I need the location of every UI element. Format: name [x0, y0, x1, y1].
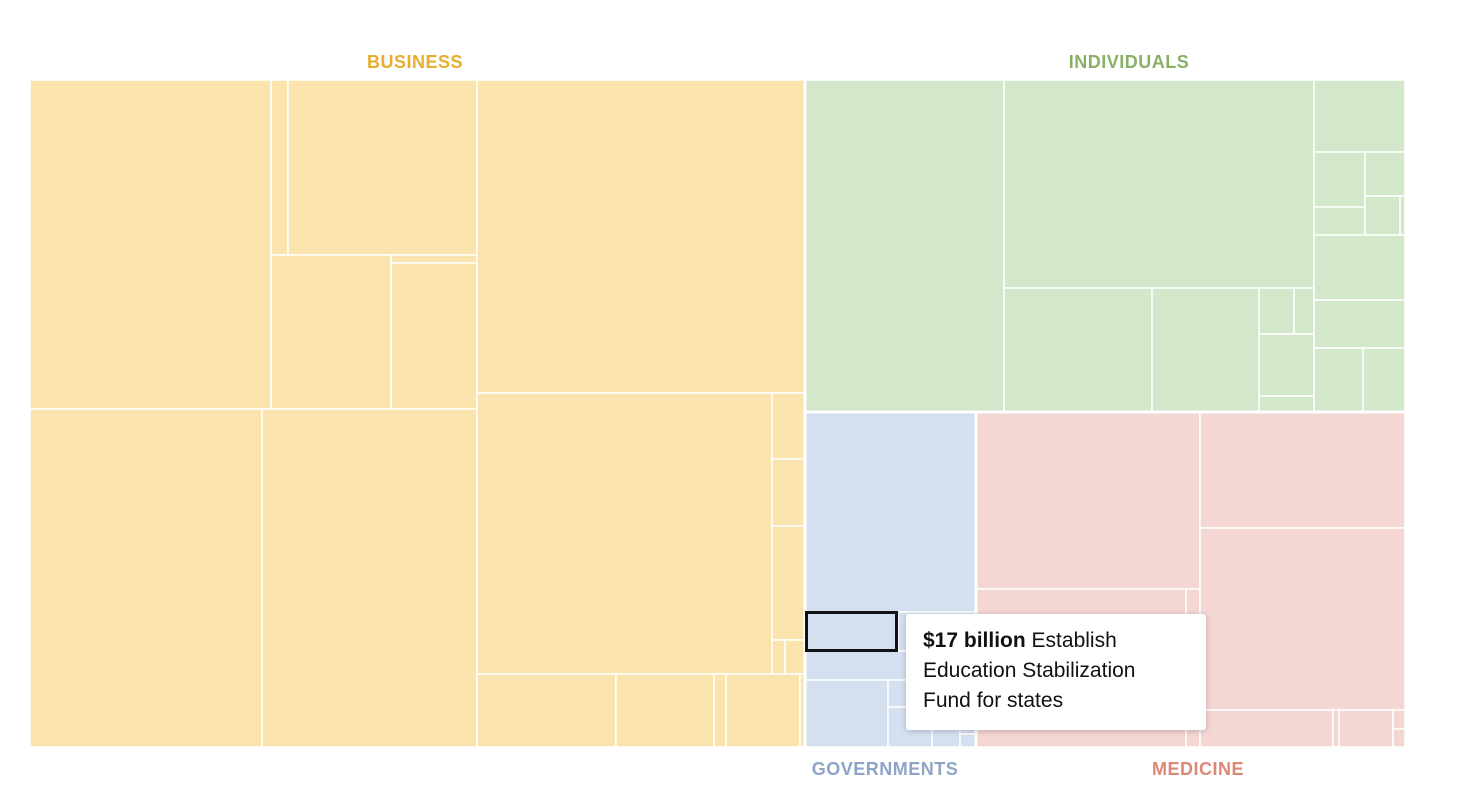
individuals-cell-6[interactable] [1313, 206, 1366, 236]
business-cell-10[interactable] [476, 392, 773, 675]
business-cell-11[interactable] [771, 392, 806, 460]
business-category-label: BUSINESS [367, 52, 463, 72]
individuals-cell-3[interactable] [1313, 79, 1406, 153]
individuals-cell-1[interactable] [804, 79, 1005, 413]
governments-cell-10[interactable] [959, 733, 977, 748]
medicine-cell-1[interactable] [975, 411, 1201, 590]
individuals-cell-17[interactable] [1258, 333, 1315, 397]
business-cell-12[interactable] [771, 458, 806, 527]
business-cell-9[interactable] [476, 79, 806, 394]
individuals-cell-16[interactable] [1293, 287, 1315, 335]
business-cell-3[interactable] [287, 79, 478, 256]
governments-category-label: GOVERNMENTS [812, 759, 959, 779]
individuals-cell-13[interactable] [1003, 287, 1153, 413]
business-cell-8[interactable] [261, 408, 478, 748]
individuals-cell-11[interactable] [1313, 347, 1364, 413]
business-cell-4[interactable] [270, 254, 392, 410]
business-cell-1[interactable] [29, 79, 272, 410]
business-cell-16[interactable] [476, 673, 617, 748]
medicine-cell-9[interactable] [1392, 709, 1406, 730]
tooltip-amount: $17 billion [923, 629, 1026, 652]
individuals-cell-12[interactable] [1362, 347, 1406, 413]
medicine-cell-8[interactable] [1338, 709, 1394, 748]
business-cell-15[interactable] [784, 639, 806, 675]
business-cell-14[interactable] [771, 639, 786, 675]
individuals-cell-14[interactable] [1151, 287, 1260, 413]
individuals-cell-2[interactable] [1003, 79, 1315, 289]
governments-cell-1[interactable] [804, 411, 977, 613]
governments-cell-2[interactable] [804, 611, 899, 652]
tooltip: $17 billion Establish Education Stabiliz… [906, 614, 1206, 730]
medicine-cell-6[interactable] [1199, 709, 1334, 748]
business-cell-17[interactable] [615, 673, 715, 748]
medicine-cell-2[interactable] [1199, 411, 1406, 529]
individuals-cell-4[interactable] [1313, 151, 1366, 208]
business-cell-7[interactable] [29, 408, 263, 748]
business-cell-13[interactable] [771, 525, 806, 641]
individuals-cell-15[interactable] [1258, 287, 1295, 335]
individuals-cell-18[interactable] [1258, 395, 1315, 413]
governments-cell-5[interactable] [804, 679, 889, 748]
highlighted-cell[interactable] [805, 611, 898, 652]
individuals-category-label: INDIVIDUALS [1069, 52, 1190, 72]
business-cell-5[interactable] [390, 254, 478, 264]
individuals-cell-7[interactable] [1364, 195, 1401, 236]
business-cell-19[interactable] [725, 673, 801, 748]
medicine-category-label: MEDICINE [1152, 759, 1244, 779]
medicine-cell-5[interactable] [1199, 527, 1406, 711]
individuals-cell-8[interactable] [1399, 195, 1406, 236]
business-cell-18[interactable] [713, 673, 727, 748]
medicine-cell-10[interactable] [1392, 728, 1406, 748]
medicine-cell-7[interactable] [1332, 709, 1340, 748]
individuals-cell-9[interactable] [1313, 234, 1406, 301]
tooltip-description: Establish Education Stabilization Fund f… [923, 629, 1136, 712]
business-cell-2[interactable] [270, 79, 289, 256]
individuals-cell-5[interactable] [1364, 151, 1406, 197]
individuals-cell-10[interactable] [1313, 299, 1406, 349]
business-cell-6[interactable] [390, 262, 478, 410]
